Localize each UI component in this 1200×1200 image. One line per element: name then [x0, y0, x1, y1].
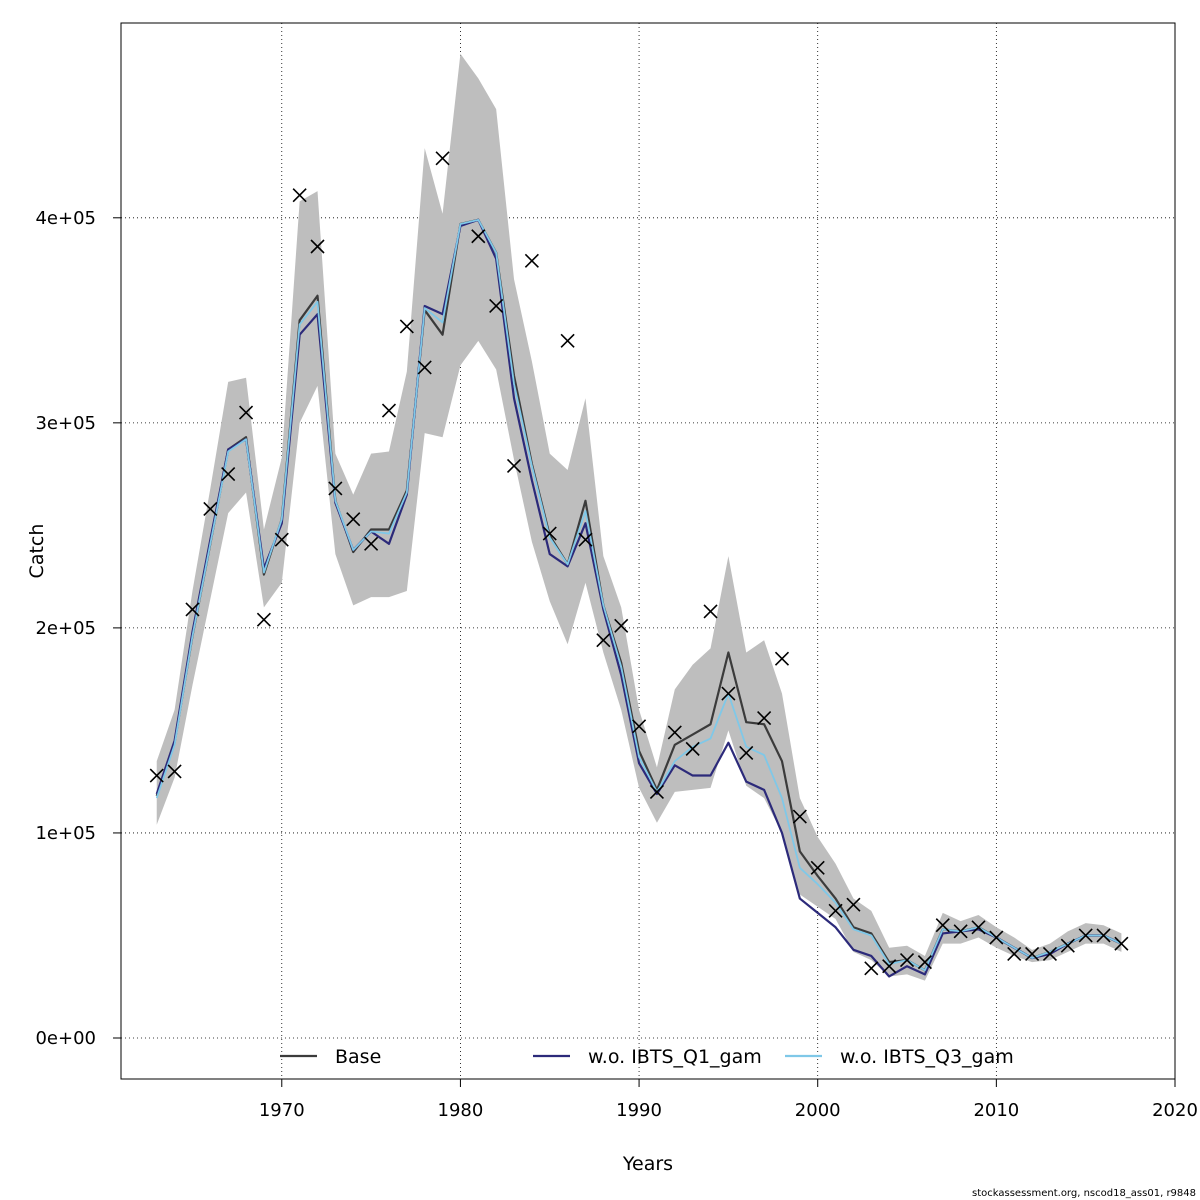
legend-label: w.o. IBTS_Q1_gam — [588, 1046, 762, 1068]
x-tick-label: 2020 — [1152, 1100, 1198, 1121]
observation-point — [989, 930, 1004, 945]
observation-point — [1096, 928, 1111, 943]
observation-point — [346, 512, 361, 527]
observation-point — [328, 481, 343, 496]
y-axis-title: Catch — [26, 524, 48, 579]
legend-label: Base — [335, 1046, 381, 1068]
y-tick-label: 3e+05 — [35, 413, 96, 434]
observation-point — [953, 924, 968, 939]
observation-point — [149, 768, 164, 783]
observation-point — [721, 686, 736, 701]
observation-point — [560, 333, 575, 348]
observation-point — [971, 920, 986, 935]
x-axis: 1970 1980 1990 2000 2010 2020 — [259, 1078, 1198, 1121]
series-lines — [155, 218, 1122, 978]
credit-text: stockassessment.org, nscod18_ass01, r984… — [972, 1188, 1196, 1199]
observation-point — [578, 532, 593, 547]
x-tick-label: 1990 — [616, 1100, 662, 1121]
legend-item-wo-ibts-q3-gam: w.o. IBTS_Q3_gam — [785, 1046, 1014, 1068]
x-tick-label: 2000 — [795, 1100, 841, 1121]
observation-point — [1042, 946, 1058, 961]
observation-point — [1007, 946, 1022, 961]
y-tick-label: 1e+05 — [35, 823, 96, 844]
x-axis-title: Years — [622, 1153, 673, 1175]
observation-point — [238, 405, 254, 420]
observation-point — [417, 360, 432, 375]
x-tick-label: 1970 — [259, 1100, 305, 1121]
confidence-band-area — [156, 53, 1122, 981]
observation-point — [935, 918, 950, 933]
observation-point — [274, 532, 289, 547]
observation-point — [292, 188, 307, 203]
observation-point — [381, 403, 397, 418]
observation-point — [435, 151, 450, 166]
y-tick-label: 0e+00 — [35, 1028, 96, 1049]
observation-point — [828, 903, 843, 918]
observation-point — [185, 602, 200, 617]
observation-point — [882, 959, 897, 974]
observation-point — [524, 253, 539, 268]
observation-point — [1114, 936, 1129, 951]
observation-point — [1025, 946, 1040, 961]
y-tick-label: 4e+05 — [35, 208, 96, 229]
series-line-wo-ibts-q1-gam — [155, 218, 1122, 978]
observation-point — [917, 955, 932, 970]
observation-point — [256, 612, 271, 627]
observation-point — [310, 239, 325, 254]
y-tick-label: 2e+05 — [35, 618, 96, 639]
observation-point — [203, 501, 218, 517]
observation-markers — [149, 151, 1129, 976]
observation-point — [667, 725, 682, 740]
observation-point — [364, 536, 379, 551]
observation-point — [810, 860, 825, 875]
observation-point — [399, 319, 414, 334]
legend-item-wo-ibts-q1-gam: w.o. IBTS_Q1_gam — [533, 1046, 762, 1068]
observation-point — [614, 618, 629, 633]
legend-item-base: Base — [280, 1046, 381, 1068]
observation-point — [899, 953, 915, 968]
observation-point — [506, 458, 522, 473]
observation-point — [792, 809, 807, 824]
y-axis: 0e+00 1e+05 2e+05 3e+05 4e+05 — [35, 208, 122, 1049]
observation-point — [489, 298, 504, 314]
observation-point — [864, 961, 879, 976]
observation-point — [757, 711, 772, 726]
observation-point — [542, 526, 557, 541]
x-tick-label: 2010 — [973, 1100, 1019, 1121]
observation-point — [703, 604, 718, 619]
observation-point — [167, 764, 182, 779]
observation-point — [1060, 938, 1075, 953]
observation-point — [685, 741, 700, 756]
observation-point — [1078, 928, 1093, 943]
observation-point — [739, 745, 754, 761]
legend: Base w.o. IBTS_Q1_gam w.o. IBTS_Q3_gam — [280, 1046, 1014, 1068]
observation-point — [632, 719, 647, 734]
confidence-band — [156, 53, 1122, 981]
observation-point — [649, 784, 664, 799]
legend-label: w.o. IBTS_Q3_gam — [840, 1046, 1014, 1068]
observation-point — [774, 651, 790, 666]
observation-point — [221, 467, 236, 482]
observation-point — [471, 229, 486, 244]
observation-point — [596, 633, 611, 648]
x-tick-label: 1980 — [438, 1100, 484, 1121]
observation-point — [846, 897, 861, 912]
